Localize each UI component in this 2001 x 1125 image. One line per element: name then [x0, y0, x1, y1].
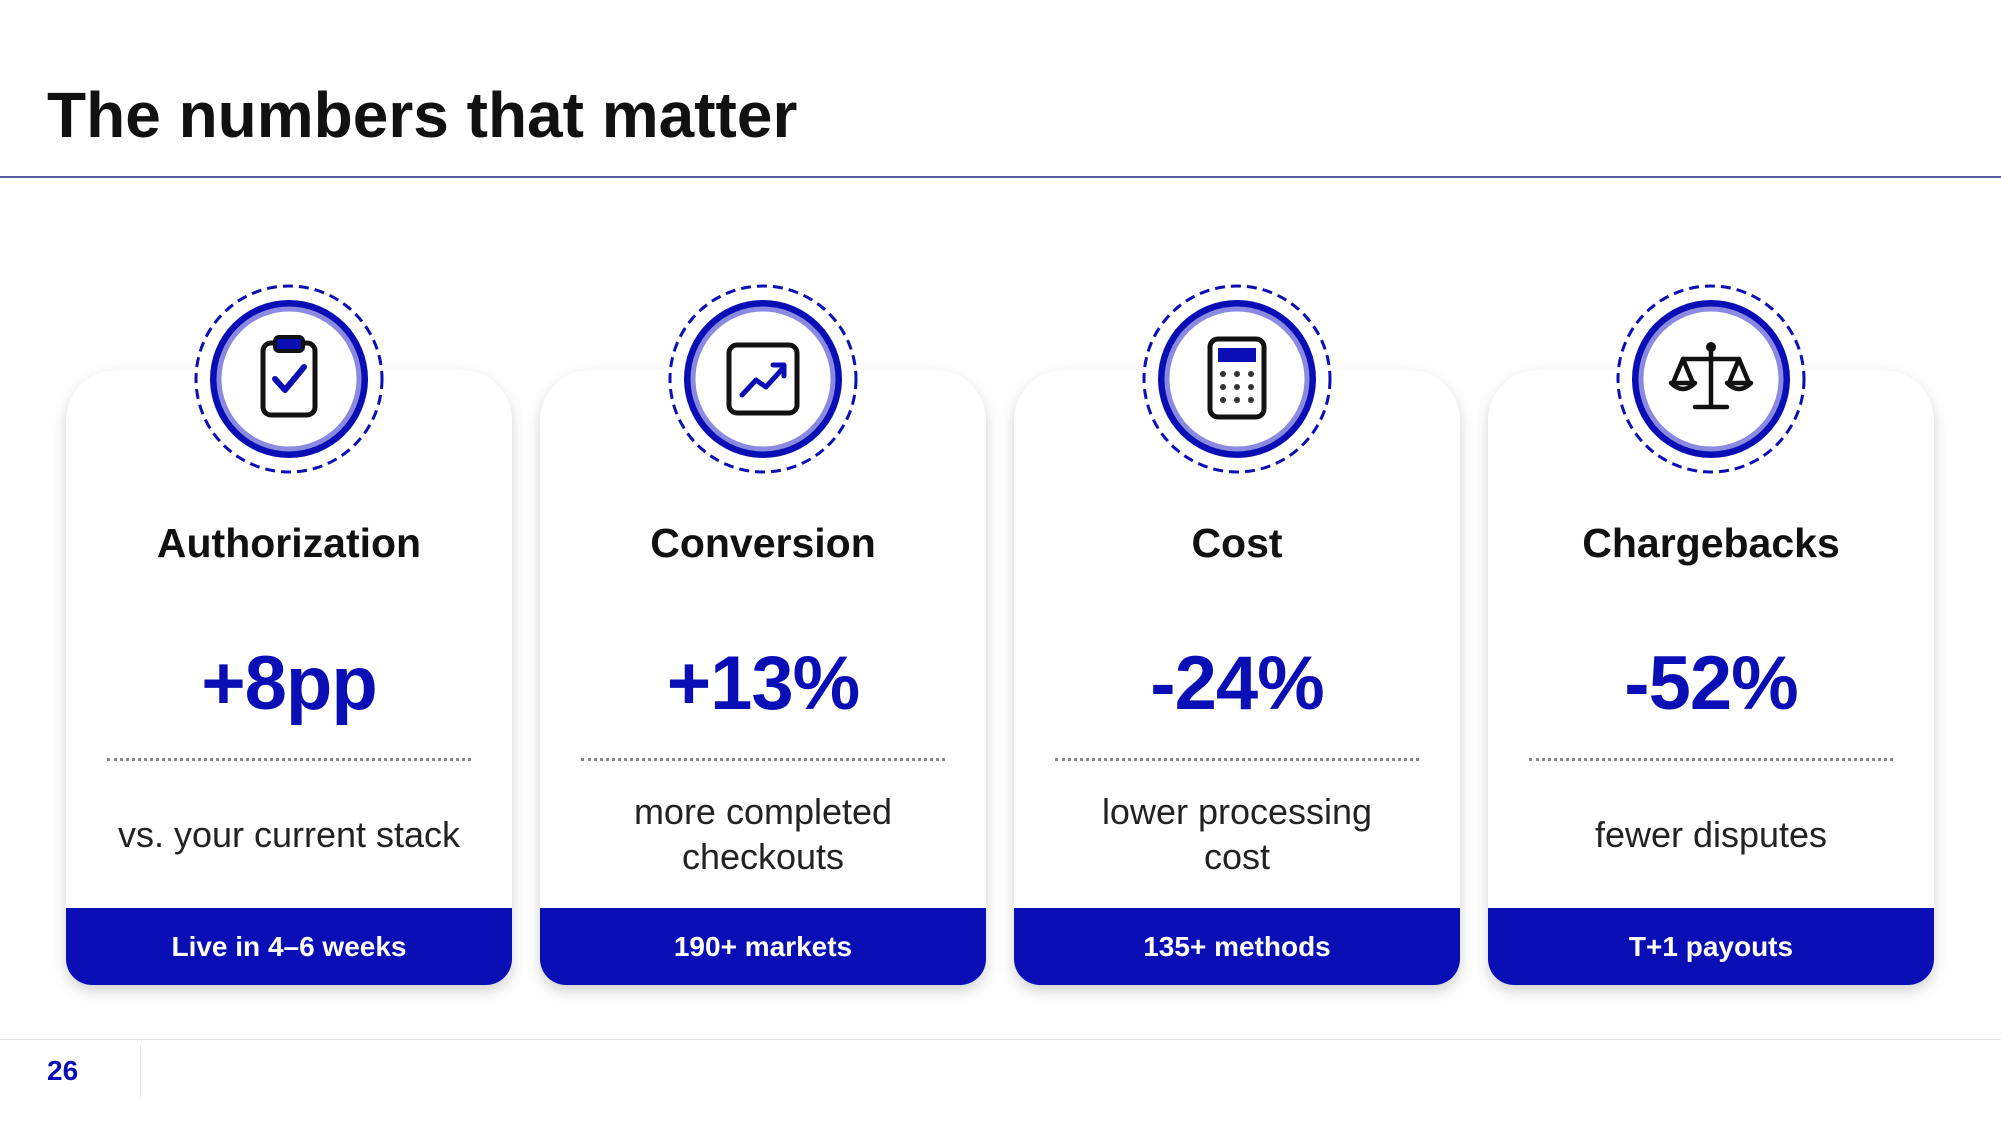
divider	[581, 758, 945, 761]
footer-separator	[140, 1045, 141, 1097]
card-value: -52%	[1624, 641, 1798, 726]
card-label: Chargebacks	[1582, 520, 1840, 566]
card-label: Cost	[1191, 520, 1283, 566]
card-description: fewer disputes	[1594, 813, 1828, 855]
card-value: +8pp	[201, 641, 378, 726]
page-number: 26	[47, 1055, 79, 1086]
card-footer: T+1 payouts	[1488, 908, 1934, 985]
card-label: Authorization	[156, 520, 422, 566]
scales-icon	[1616, 284, 1806, 474]
card-description: lower processing cost	[1101, 791, 1373, 877]
card-description: more completed checkouts	[633, 791, 893, 877]
card-footer: 190+ markets	[540, 908, 986, 985]
slide-title: The numbers that matter	[47, 79, 798, 151]
divider	[1529, 758, 1893, 761]
divider	[107, 758, 471, 761]
card-label: Conversion	[650, 520, 876, 566]
card-value: -24%	[1150, 641, 1324, 726]
divider	[1055, 758, 1419, 761]
calculator-icon	[1142, 284, 1332, 474]
card-value: +13%	[666, 641, 861, 726]
footer-rule	[0, 1039, 2001, 1040]
card-footer: 135+ methods	[1014, 908, 1460, 985]
card-description: vs. your current stack	[117, 813, 461, 855]
card-footer: Live in 4–6 weeks	[66, 908, 512, 985]
chart-icon	[668, 284, 858, 474]
metric-card: Chargebacks -52% fewer disputes T+1 payo…	[1488, 370, 1934, 985]
title-rule	[0, 176, 2001, 178]
clipboard-icon	[194, 284, 384, 474]
